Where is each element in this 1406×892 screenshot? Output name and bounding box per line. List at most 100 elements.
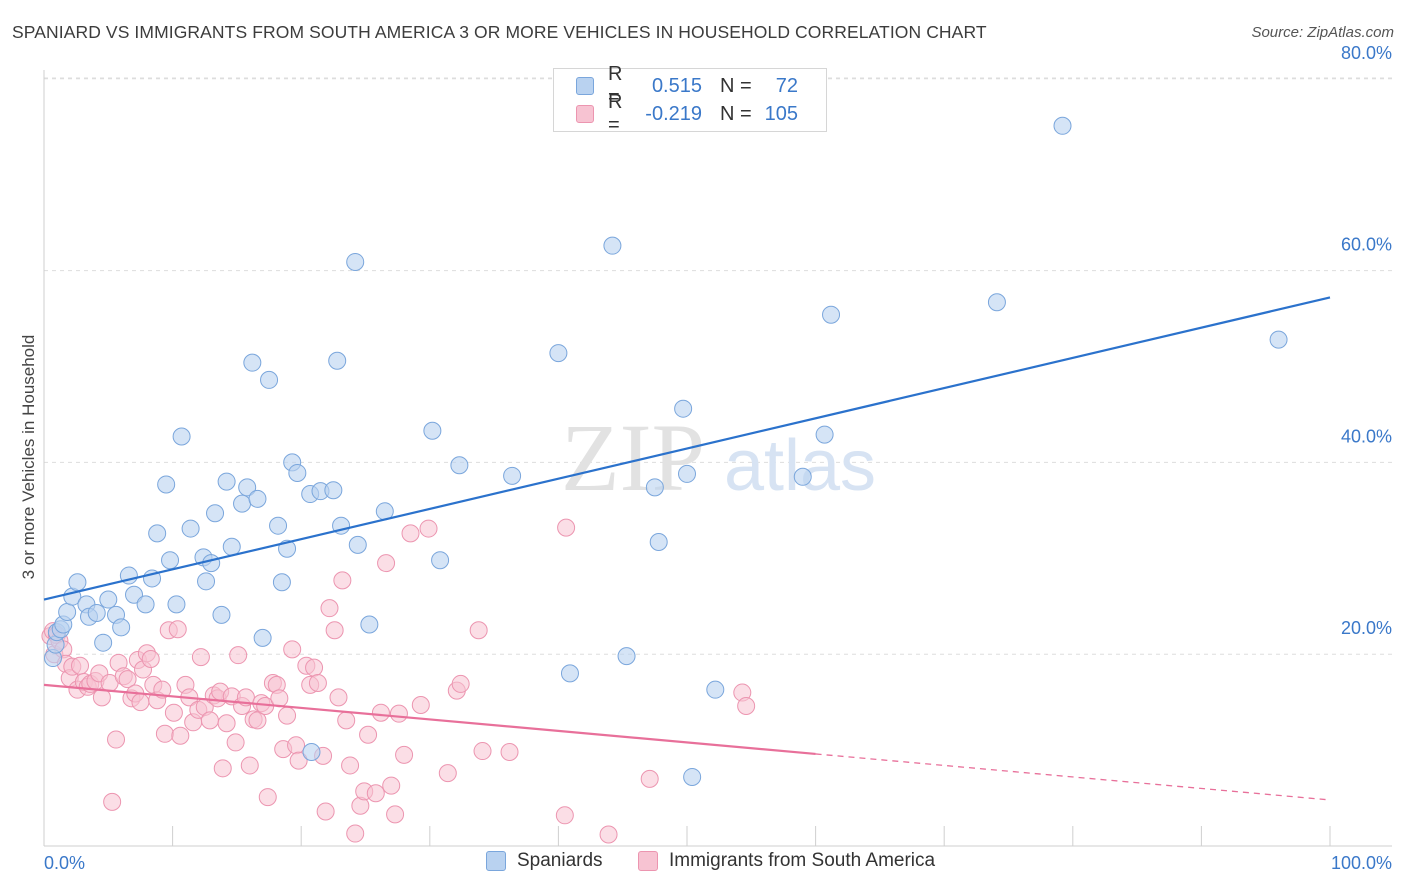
immigrants-point [337, 711, 356, 730]
spaniards-point [503, 466, 522, 485]
immigrants-point [217, 714, 236, 733]
spaniards-point [346, 252, 365, 271]
spaniards-point [302, 743, 321, 762]
spaniards-point [450, 456, 469, 475]
correlation-legend: R = 0.515 N = 72 R = -0.219 N = 105 [553, 63, 827, 136]
x-tick-label: 0.0% [44, 853, 85, 873]
immigrants-point [557, 518, 576, 537]
immigrants-trend-extension [815, 753, 1331, 801]
immigrants-point [287, 736, 306, 755]
spaniards-point [360, 615, 379, 634]
immigrants-point [103, 792, 122, 811]
series-legend: Spaniards Immigrants from South America [0, 850, 1406, 878]
immigrants-point [341, 756, 360, 775]
immigrants-point [737, 696, 756, 715]
legend-item-immigrants[interactable]: Immigrants from South America [638, 850, 935, 872]
immigrants-point [346, 824, 365, 843]
spaniards-point [683, 767, 702, 786]
spaniards-trend-line [43, 296, 1331, 601]
immigrants-point [141, 649, 160, 668]
immigrants-point [411, 696, 430, 715]
immigrants-point [419, 519, 438, 538]
immigrants-point [155, 724, 174, 743]
spaniards-point [617, 647, 636, 666]
spaniards-point [94, 633, 113, 652]
immigrants-point [401, 524, 420, 543]
legend-row-immigrants: R = -0.219 N = 105 [576, 91, 798, 136]
immigrants-point [555, 806, 574, 825]
immigrants-point [191, 648, 210, 667]
spaniards-point [1269, 330, 1288, 349]
immigrants-point [107, 730, 126, 749]
spaniards-point [172, 427, 191, 446]
immigrants-point [389, 704, 408, 723]
spaniards-point [272, 573, 291, 592]
immigrants-point [71, 656, 90, 675]
spaniards-point [253, 628, 272, 647]
spaniards-point [423, 421, 442, 440]
immigrants-point [283, 640, 302, 659]
spaniards-point [243, 353, 262, 372]
immigrants-point [320, 599, 339, 618]
spaniards-point [136, 595, 155, 614]
immigrants-point [168, 620, 187, 639]
spaniards-point [260, 370, 279, 389]
immigrants-trend-line [43, 683, 816, 756]
spaniards-point [58, 603, 77, 622]
immigrants-point [438, 764, 457, 783]
spaniards-point [99, 590, 118, 609]
immigrants-points [41, 518, 756, 844]
immigrants-point [171, 726, 190, 745]
spaniards-point [217, 472, 236, 491]
immigrants-point [329, 688, 348, 707]
spaniards-point [222, 537, 241, 556]
spaniards-point [167, 595, 186, 614]
immigrants-point [258, 788, 277, 807]
legend-r-value: -0.219 [645, 102, 702, 125]
immigrants-point [382, 776, 401, 795]
spaniards-point [1053, 116, 1072, 135]
immigrants-point [278, 706, 297, 725]
trend-lines [43, 296, 1331, 801]
immigrants-point [308, 673, 327, 692]
immigrants-point [395, 745, 414, 764]
immigrants-point [131, 693, 150, 712]
spaniards-point [157, 475, 176, 494]
immigrants-point [240, 756, 259, 775]
spaniards-legend-swatch [486, 851, 506, 871]
spaniards-point [269, 516, 288, 535]
spaniards-point [706, 680, 725, 699]
immigrants-point [213, 759, 232, 778]
spaniards-point [987, 293, 1006, 312]
chart-title: SPANIARD VS IMMIGRANTS FROM SOUTH AMERIC… [12, 22, 987, 42]
y-axis-title: 3 or more Vehicles in Household [19, 335, 38, 580]
spaniards-point [68, 573, 87, 592]
source-label: Source: ZipAtlas.com [1251, 24, 1394, 41]
immigrants-point [200, 711, 219, 730]
legend-n-label: N = [720, 74, 752, 97]
spaniards-swatch [576, 77, 594, 95]
y-tick-label: 20.0% [1341, 618, 1392, 638]
legend-item-spaniards[interactable]: Spaniards [486, 850, 603, 872]
legend-r-label: R = [608, 91, 623, 136]
axis-labels: 20.0% 40.0% 60.0% 80.0% 0.0% 100.0% 3 or more … [19, 43, 1392, 873]
spaniards-point [112, 618, 131, 637]
spaniards-point [288, 463, 307, 482]
x-tick-label: 100.0% [1331, 853, 1392, 873]
immigrants-point [325, 621, 344, 640]
immigrants-point [229, 646, 248, 665]
immigrants-point [599, 825, 618, 844]
immigrants-point [118, 670, 137, 689]
immigrants-point [469, 621, 488, 640]
spaniards-legend-label: Spaniards [517, 850, 603, 871]
immigrants-point [226, 733, 245, 752]
spaniards-point [324, 481, 343, 500]
immigrants-point [248, 711, 267, 730]
spaniards-point [87, 603, 106, 622]
watermark-zip: ZIP [561, 404, 705, 511]
immigrants-legend-label: Immigrants from South America [669, 850, 936, 871]
immigrants-point [92, 688, 111, 707]
immigrants-point [371, 703, 390, 722]
legend-row-spaniards: R = 0.515 N = 72 [576, 63, 798, 108]
immigrants-point [386, 805, 405, 824]
